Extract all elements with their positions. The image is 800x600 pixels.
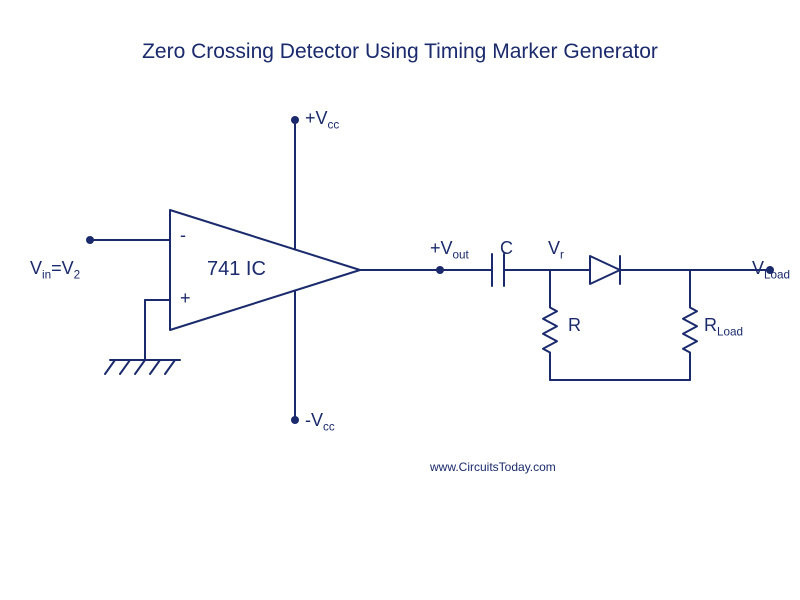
circuit-svg <box>0 0 800 600</box>
label-vcc-minus: -Vcc <box>305 410 335 434</box>
label-vr: Vr <box>548 238 564 262</box>
label-rload: RLoad <box>704 315 743 339</box>
label-vload: VLoad <box>752 258 790 282</box>
label-opamp-minus: - <box>180 225 186 246</box>
label-opamp-plus: + <box>180 288 191 309</box>
label-vout: +Vout <box>430 238 469 262</box>
label-r: R <box>568 315 581 336</box>
circuit-canvas: Zero Crossing Detector Using Timing Mark… <box>0 0 800 600</box>
label-ic: 741 IC <box>207 258 266 281</box>
label-vin: Vin=V2 <box>30 258 80 282</box>
label-vcc-plus: +Vcc <box>305 108 339 132</box>
label-cap: C <box>500 238 513 259</box>
attribution: www.CircuitsToday.com <box>430 460 556 474</box>
